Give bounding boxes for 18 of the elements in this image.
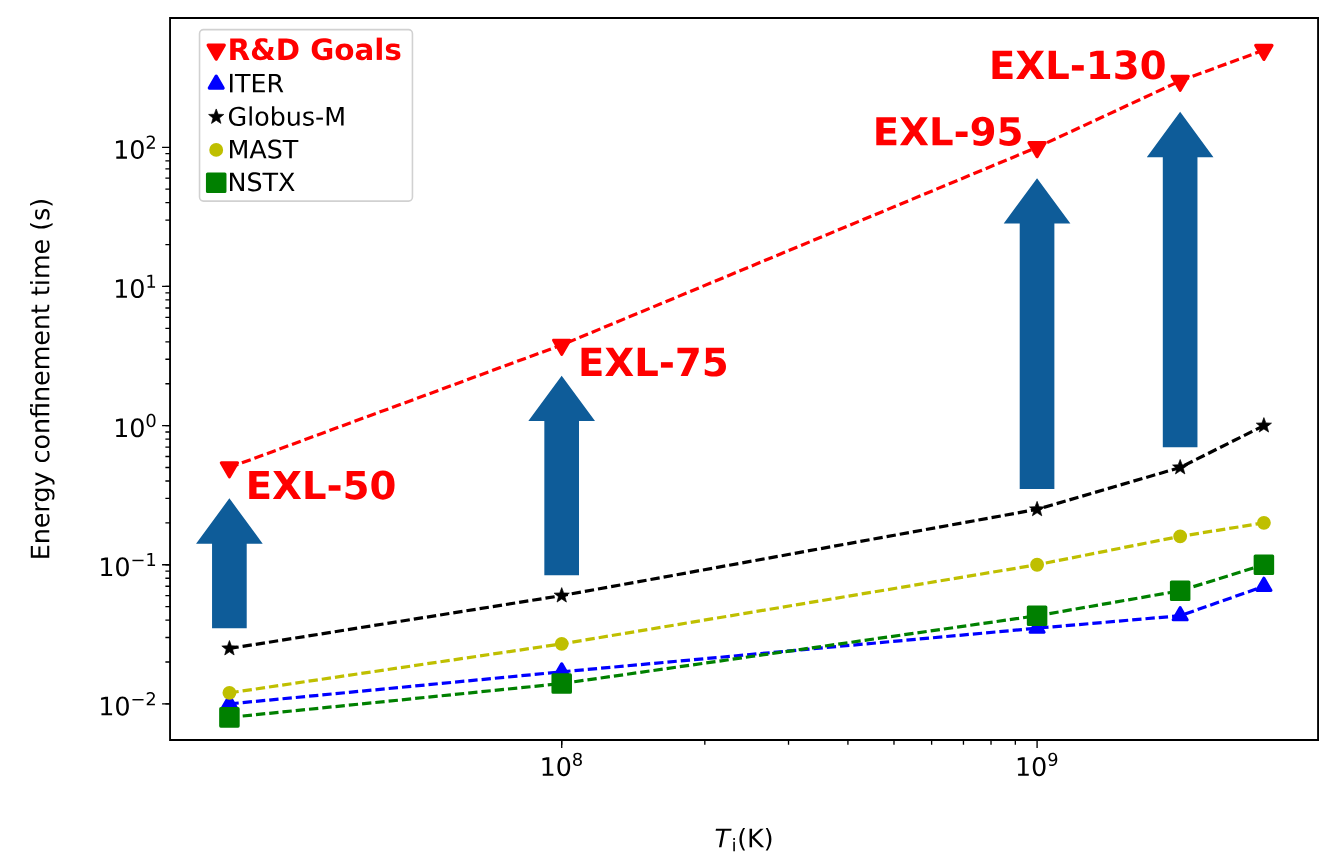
- y-axis-title: Energy confinement time (s): [30, 199, 55, 558]
- legend-label: NSTX: [230, 172, 295, 192]
- x-axis-title: T$_{i}$(K): [715, 828, 772, 852]
- annotation: EXL-95: [876, 116, 1021, 146]
- y-tick-label: 10$^{0}$: [115, 413, 156, 438]
- legend-label: R&D Goals: [230, 37, 401, 61]
- annotation: EXL-130: [992, 50, 1165, 80]
- y-tick-label: 10$^{−1}$: [101, 553, 156, 577]
- legend-label: ITER: [230, 73, 284, 93]
- legend-label: MAST: [230, 139, 299, 159]
- annotation: EXL-50: [249, 470, 395, 500]
- x-tick-label: 10$^{8}$: [542, 752, 582, 777]
- y-tick-label: 10$^{−2}$: [101, 692, 155, 716]
- legend-label: Globus-M: [228, 106, 344, 126]
- y-tick-label: 10$^{2}$: [115, 135, 155, 160]
- x-tick-label: 10$^{9}$: [1017, 752, 1058, 777]
- y-tick-label: 10$^{1}$: [115, 274, 156, 299]
- annotation: EXL-75: [581, 347, 726, 377]
